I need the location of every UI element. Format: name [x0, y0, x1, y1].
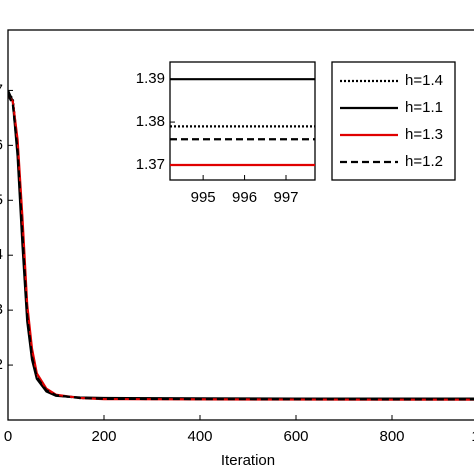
legend-label: h=1.3 — [405, 126, 443, 143]
plot-frame — [169, 61, 316, 181]
legend-label: h=1.2 — [405, 153, 443, 170]
y-tick-label: 5 — [0, 191, 3, 208]
x-tick-label: 200 — [91, 428, 116, 445]
series-line — [8, 94, 474, 401]
y-tick-label: 6 — [0, 136, 3, 153]
x-tick-label: 800 — [379, 428, 404, 445]
y-tick-label: 3 — [0, 301, 3, 318]
legend-label: h=1.1 — [405, 99, 443, 116]
x-axis-label: Iteration — [221, 452, 275, 469]
x-tick-label: 400 — [187, 428, 212, 445]
y-tick-label: 1.37 — [136, 156, 165, 173]
x-tick-label: 1000 — [471, 428, 474, 445]
x-tick-label: 996 — [232, 189, 257, 206]
y-tick-label: 1.38 — [136, 113, 165, 130]
x-tick-label: 995 — [191, 189, 216, 206]
y-tick-label: 1.39 — [136, 70, 165, 87]
y-tick-label: 7 — [0, 81, 3, 98]
x-tick-label: 0 — [4, 428, 12, 445]
x-tick-label: 997 — [273, 189, 298, 206]
x-tick-label: 600 — [283, 428, 308, 445]
y-tick-label: 2 — [0, 356, 3, 373]
y-tick-label: 4 — [0, 246, 3, 263]
legend-label: h=1.4 — [405, 72, 443, 89]
